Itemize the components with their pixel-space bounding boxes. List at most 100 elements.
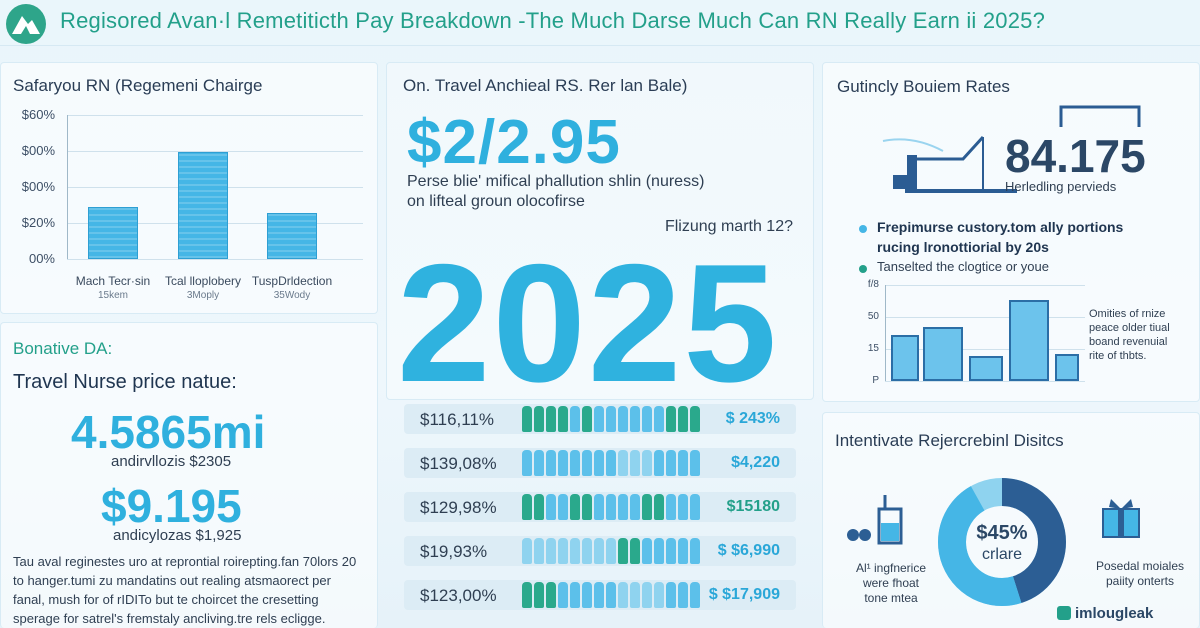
person-icon bbox=[534, 538, 544, 564]
person-icon bbox=[678, 450, 688, 476]
person-icon bbox=[690, 406, 700, 432]
row-left-value: $123,00% bbox=[420, 586, 497, 605]
side-note-line: rite of thbts. bbox=[1089, 350, 1147, 362]
left-caption: Al¹ ingfnerice were fhoat tone mtea bbox=[841, 561, 941, 606]
bonus-rates-title: Gutincly Bouiem Rates bbox=[837, 77, 1010, 96]
pay-row: $19,93% $ $6,990 bbox=[404, 536, 796, 566]
person-icon bbox=[546, 406, 556, 432]
incentive-title: Intentivate Rejercrebinl Disitcs bbox=[835, 431, 1064, 450]
bar bbox=[969, 356, 1003, 381]
person-icon bbox=[582, 582, 592, 608]
person-icon bbox=[546, 450, 556, 476]
person-icon bbox=[654, 494, 664, 520]
panel-kicker: Bonative DA: bbox=[13, 339, 113, 358]
paragraph-line: to hanger.tumi zu mandatins out realing … bbox=[13, 573, 331, 588]
center-title: On. Travel Anchieal RS. Rer lan Bale) bbox=[403, 76, 688, 95]
person-icon bbox=[618, 450, 628, 476]
person-icon bbox=[558, 538, 568, 564]
left-caption-line: tone mtea bbox=[864, 591, 918, 605]
person-icon bbox=[630, 406, 640, 432]
headline-amount: $2/2.95 bbox=[407, 108, 621, 177]
person-icon bbox=[654, 582, 664, 608]
person-icon bbox=[618, 494, 628, 520]
y-tick-label: 50 bbox=[867, 311, 879, 322]
pay-row: $116,11% $ 243% bbox=[404, 404, 796, 434]
salary-chart-title: Safaryou RN (Regemeni Chairge bbox=[13, 76, 263, 95]
person-icon bbox=[522, 406, 532, 432]
logo bbox=[6, 4, 46, 44]
paragraph-line: sperage for satrel's fremstaly ancliving… bbox=[13, 611, 326, 626]
person-icon bbox=[690, 538, 700, 564]
person-icon bbox=[546, 494, 556, 520]
y-tick-label: $20% bbox=[21, 215, 55, 230]
person-icon bbox=[558, 450, 568, 476]
person-icon bbox=[582, 494, 592, 520]
donut-sub: crlare bbox=[981, 546, 1022, 563]
row-right-value: $4,220 bbox=[731, 454, 780, 471]
person-icon bbox=[570, 494, 580, 520]
person-icon bbox=[606, 494, 616, 520]
person-icon bbox=[570, 406, 580, 432]
person-icon bbox=[534, 450, 544, 476]
left-caption-line: were fhoat bbox=[862, 576, 920, 590]
person-icon bbox=[594, 538, 604, 564]
row-left-value: $139,08% bbox=[420, 454, 497, 473]
person-icon bbox=[654, 406, 664, 432]
person-icon bbox=[642, 538, 652, 564]
center-note: Flizung marth 12? bbox=[664, 218, 793, 235]
person-icon bbox=[534, 582, 544, 608]
description-paragraph: Tau aval reginestes uro at reprontial ro… bbox=[13, 552, 373, 628]
person-icon bbox=[690, 450, 700, 476]
person-icon bbox=[678, 406, 688, 432]
bonus-rates-panel: Gutincly Bouiem Rates 84.175 Herledling … bbox=[822, 62, 1200, 402]
people-icons bbox=[522, 494, 702, 520]
grid-line bbox=[67, 151, 363, 152]
side-note-line: Omities of rnize bbox=[1089, 308, 1166, 320]
person-icon bbox=[606, 582, 616, 608]
person-icon bbox=[606, 450, 616, 476]
grid-line bbox=[885, 285, 1085, 286]
bar bbox=[178, 152, 228, 259]
person-icon bbox=[642, 406, 652, 432]
person-icon bbox=[546, 582, 556, 608]
paragraph-line: Tau aval reginestes uro at reprontial ro… bbox=[13, 554, 357, 569]
person-icon bbox=[522, 450, 532, 476]
person-icon bbox=[666, 582, 676, 608]
person-icon bbox=[606, 406, 616, 432]
person-icon bbox=[630, 494, 640, 520]
row-right-value: $ $6,990 bbox=[717, 542, 780, 559]
left-caption-line: Al¹ ingfnerice bbox=[855, 561, 927, 575]
bar bbox=[891, 334, 919, 381]
side-note-line: peace older tiual bbox=[1089, 322, 1170, 334]
donut-segment bbox=[938, 478, 1066, 606]
stat-distance: 4.5865mi bbox=[71, 406, 266, 458]
row-right-value: $ $17,909 bbox=[708, 586, 780, 603]
bullet-dot bbox=[859, 225, 867, 233]
brand-text: imlougleak bbox=[1075, 605, 1154, 622]
grid-line bbox=[885, 349, 1085, 350]
amount-desc-1: Perse blie' mifical phallution shlin (nu… bbox=[407, 173, 705, 190]
donut-percent: $45% bbox=[976, 522, 1028, 544]
category-sublabel: 15kem bbox=[97, 290, 128, 301]
y-tick-label: $00% bbox=[21, 179, 55, 194]
person-icon bbox=[606, 538, 616, 564]
row-right-value: $15180 bbox=[726, 498, 780, 515]
page-header: Regisored Avan·l Remetiticth Pay Breakdo… bbox=[0, 0, 1200, 46]
pay-row: $123,00% $ $17,909 bbox=[404, 580, 796, 610]
person-icon bbox=[570, 450, 580, 476]
bar bbox=[88, 207, 138, 259]
people-icons bbox=[522, 582, 702, 608]
person-icon bbox=[642, 450, 652, 476]
y-tick-label: 15 bbox=[867, 343, 879, 354]
person-icon bbox=[654, 538, 664, 564]
person-icon bbox=[618, 406, 628, 432]
travel-nurse-panel: Bonative DA: Travel Nurse price natue: 4… bbox=[0, 322, 378, 628]
person-icon bbox=[534, 406, 544, 432]
person-icon bbox=[654, 450, 664, 476]
page-title: Regisored Avan·l Remetiticth Pay Breakdo… bbox=[60, 8, 1046, 33]
person-icon bbox=[666, 450, 676, 476]
y-axis-line bbox=[885, 285, 886, 381]
person-icon bbox=[522, 494, 532, 520]
stat-pay: $9.195 bbox=[101, 480, 242, 532]
salary-chart-panel: Safaryou RN (Regemeni Chairge $60% $00% $0… bbox=[0, 62, 378, 314]
